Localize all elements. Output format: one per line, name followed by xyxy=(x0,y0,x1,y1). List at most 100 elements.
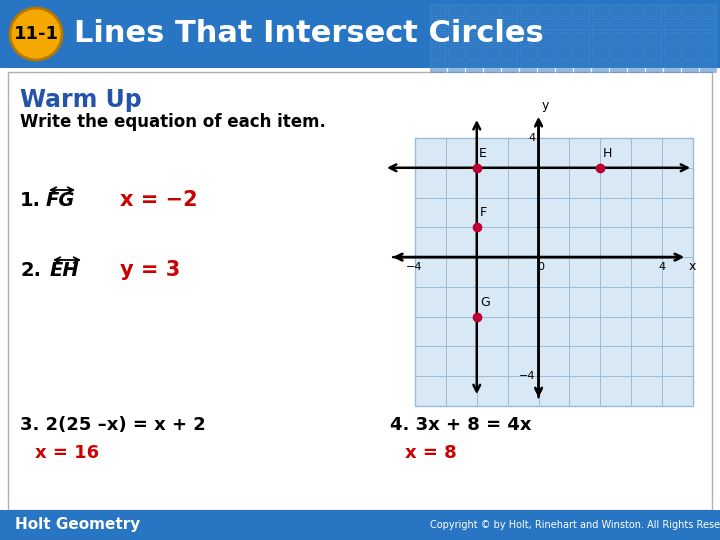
Bar xyxy=(466,46,482,58)
Bar xyxy=(520,46,536,58)
Bar xyxy=(610,46,626,58)
Bar xyxy=(502,18,518,30)
Text: x = 8: x = 8 xyxy=(405,444,456,462)
Bar xyxy=(682,60,698,72)
Text: 11-1: 11-1 xyxy=(14,25,58,43)
Bar xyxy=(646,18,662,30)
Bar xyxy=(682,18,698,30)
Bar xyxy=(592,4,608,16)
Bar xyxy=(682,46,698,58)
Bar xyxy=(610,18,626,30)
Bar xyxy=(592,18,608,30)
Text: Write the equation of each item.: Write the equation of each item. xyxy=(20,113,326,131)
Text: Lines That Intersect Circles: Lines That Intersect Circles xyxy=(74,19,544,49)
Bar xyxy=(664,18,680,30)
Bar xyxy=(646,4,662,16)
Bar xyxy=(415,138,693,406)
Bar xyxy=(556,4,572,16)
Bar xyxy=(628,4,644,16)
Bar xyxy=(466,18,482,30)
FancyBboxPatch shape xyxy=(8,72,712,510)
Text: x: x xyxy=(689,260,696,273)
Bar xyxy=(502,60,518,72)
Bar xyxy=(628,32,644,44)
Bar xyxy=(520,4,536,16)
Text: −4: −4 xyxy=(406,262,422,272)
Bar xyxy=(0,510,720,540)
Bar xyxy=(430,18,446,30)
Text: y = 3: y = 3 xyxy=(120,260,180,280)
Bar xyxy=(430,32,446,44)
Bar xyxy=(574,4,590,16)
Bar xyxy=(538,32,554,44)
Text: G: G xyxy=(480,296,490,309)
Bar xyxy=(556,46,572,58)
Bar xyxy=(502,4,518,16)
Bar xyxy=(466,32,482,44)
Bar xyxy=(610,60,626,72)
Bar xyxy=(466,60,482,72)
Bar xyxy=(700,18,716,30)
Bar xyxy=(700,60,716,72)
Text: Warm Up: Warm Up xyxy=(20,88,142,112)
Bar xyxy=(448,46,464,58)
Bar xyxy=(646,60,662,72)
Text: H: H xyxy=(603,147,612,160)
Bar xyxy=(556,60,572,72)
Text: F: F xyxy=(480,206,487,219)
Bar xyxy=(592,60,608,72)
Bar xyxy=(682,4,698,16)
Bar xyxy=(520,32,536,44)
Text: x = −2: x = −2 xyxy=(120,190,197,210)
Bar xyxy=(556,18,572,30)
Bar xyxy=(646,46,662,58)
Text: E: E xyxy=(479,147,487,160)
Bar xyxy=(628,60,644,72)
Bar xyxy=(646,32,662,44)
Bar xyxy=(682,32,698,44)
Text: Copyright © by Holt, Rinehart and Winston. All Rights Reserved.: Copyright © by Holt, Rinehart and Winsto… xyxy=(430,520,720,530)
Text: 4: 4 xyxy=(659,262,666,272)
Bar xyxy=(0,0,720,68)
Circle shape xyxy=(10,8,62,60)
Bar xyxy=(664,46,680,58)
Bar xyxy=(484,46,500,58)
Bar xyxy=(430,60,446,72)
Bar xyxy=(700,32,716,44)
Bar xyxy=(484,4,500,16)
Bar xyxy=(448,60,464,72)
Bar xyxy=(520,60,536,72)
Bar xyxy=(574,18,590,30)
Bar xyxy=(484,32,500,44)
Bar xyxy=(502,32,518,44)
Bar xyxy=(484,60,500,72)
Text: 1.: 1. xyxy=(20,191,41,210)
Bar xyxy=(610,32,626,44)
Bar xyxy=(574,46,590,58)
Bar xyxy=(538,4,554,16)
Bar xyxy=(430,4,446,16)
Text: −4: −4 xyxy=(519,371,536,381)
Bar xyxy=(448,18,464,30)
Bar xyxy=(628,46,644,58)
Text: Holt Geometry: Holt Geometry xyxy=(15,517,140,532)
Text: 4. 3x + 8 = 4x: 4. 3x + 8 = 4x xyxy=(390,416,531,434)
Text: 4: 4 xyxy=(528,133,536,143)
Bar xyxy=(502,46,518,58)
Bar xyxy=(538,18,554,30)
Text: 2.: 2. xyxy=(20,260,41,280)
Text: 3. 2(25 –x) = x + 2: 3. 2(25 –x) = x + 2 xyxy=(20,416,206,434)
Bar xyxy=(610,4,626,16)
Text: EH: EH xyxy=(50,260,80,280)
Text: FG: FG xyxy=(46,191,76,210)
Bar xyxy=(448,32,464,44)
Bar xyxy=(466,4,482,16)
Bar xyxy=(448,4,464,16)
Bar xyxy=(574,32,590,44)
Text: 0: 0 xyxy=(537,262,544,272)
Bar xyxy=(700,46,716,58)
Bar xyxy=(592,32,608,44)
Text: y: y xyxy=(541,99,549,112)
Bar xyxy=(628,18,644,30)
Text: x = 16: x = 16 xyxy=(35,444,99,462)
